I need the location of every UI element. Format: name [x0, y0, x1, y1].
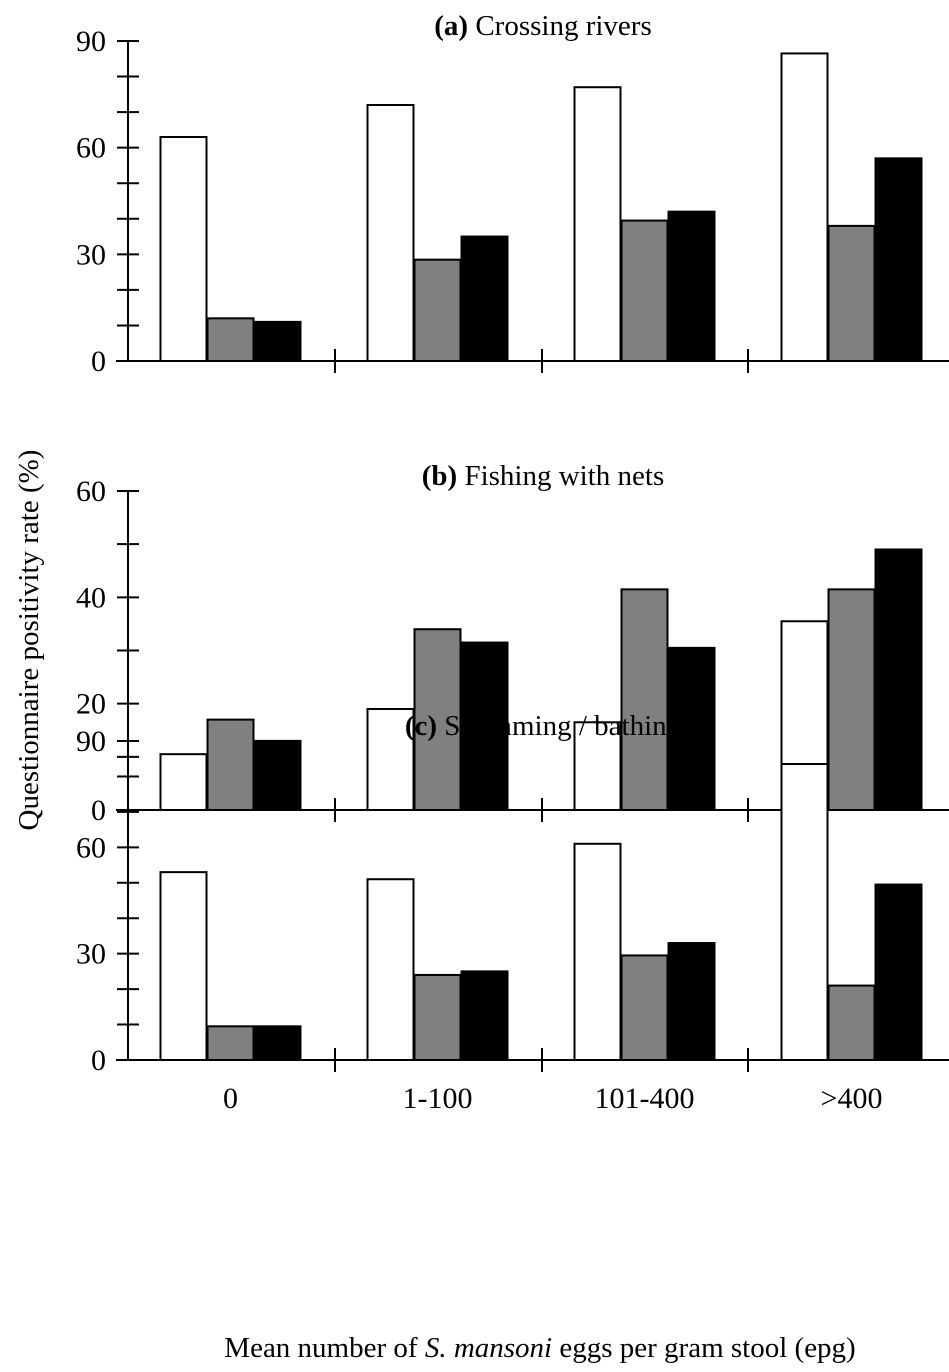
bar-series2-101-400: [620, 219, 669, 362]
x-axis-label: Mean number of S. mansoni eggs per gram …: [224, 1332, 855, 1364]
x-tick-label: 101-400: [595, 1082, 695, 1115]
bar-series2->400: [827, 224, 876, 362]
bar-series3-0: [253, 739, 302, 812]
bar-series3->400: [874, 883, 923, 1061]
y-axis-label: Questionnaire positivity rate (%): [13, 450, 45, 831]
bar-series2-0: [206, 317, 255, 363]
bar-series2-0: [206, 1025, 255, 1061]
bar-series2-1-100: [413, 973, 462, 1062]
chart-panels: 0 30 60 90 (a) Crossing rivers 0 20 40 60 (b) Fis…: [76, 10, 949, 1115]
bar-series3-1-100: [460, 235, 509, 362]
y-tick-label: 0: [91, 794, 106, 827]
bar-series1->400: [780, 52, 829, 362]
y-tick-label: 90: [76, 25, 106, 58]
panel-title-letter: (a): [434, 10, 468, 42]
y-tick-label: 0: [91, 1044, 106, 1077]
y-tick-label: 0: [91, 345, 106, 378]
y-tick-label: 20: [76, 688, 106, 721]
y-tick-label: 90: [76, 725, 106, 758]
panel-title: (b) Fishing with nets: [422, 460, 665, 492]
panel-title: (a) Crossing rivers: [434, 10, 652, 42]
bar-series1-101-400: [573, 842, 622, 1061]
bar-series2-101-400: [620, 954, 669, 1062]
bar-series2-0: [206, 718, 255, 811]
panel-title: (c) Swimming / bathing: [405, 710, 681, 742]
panel-c: 0 30 60 90 (c) Swimming / bathing 0 1-100 101-4…: [76, 710, 949, 1115]
bar-series1-0: [159, 871, 208, 1062]
y-tick-label: 60: [76, 132, 106, 165]
bar-series1->400: [780, 763, 829, 1061]
bar-series3-0: [253, 1025, 302, 1061]
bar-series1-1-100: [366, 878, 415, 1061]
bar-series1-0: [159, 753, 208, 811]
bar-series1-101-400: [573, 86, 622, 362]
x-axis-label-prefix: Mean number of: [224, 1332, 425, 1364]
bar-series1-101-400: [573, 721, 622, 812]
bar-series3-101-400: [667, 210, 716, 362]
bar-series3-0: [253, 320, 302, 362]
x-tick-label: >400: [821, 1082, 883, 1115]
bar-series3-101-400: [667, 942, 716, 1061]
bar-series2->400: [827, 588, 876, 811]
bar-series3->400: [874, 548, 923, 811]
bar-series1-1-100: [366, 104, 415, 362]
bar-series3->400: [874, 157, 923, 362]
x-axis-label-suffix: eggs per gram stool (epg): [552, 1332, 856, 1364]
y-tick-label: 30: [76, 238, 106, 271]
panel-title-text: Fishing with nets: [457, 460, 664, 492]
bar-series3-101-400: [667, 646, 716, 812]
x-tick-label: 1-100: [403, 1082, 473, 1115]
bar-series3-1-100: [460, 970, 509, 1062]
panel-title-text: Crossing rivers: [468, 10, 652, 42]
y-tick-label: 30: [76, 938, 106, 971]
x-tick-label: 0: [223, 1082, 238, 1115]
y-tick-label: 60: [76, 475, 106, 508]
panel-a: 0 30 60 90 (a) Crossing rivers: [76, 10, 949, 378]
bar-series3-1-100: [460, 641, 509, 812]
panel-title-letter: (b): [422, 460, 457, 492]
x-axis-label-species: S. mansoni: [425, 1332, 552, 1364]
panel-title-text: Swimming / bathing: [437, 710, 681, 742]
panel-title-letter: (c): [405, 710, 437, 742]
y-tick-label: 60: [76, 831, 106, 864]
y-tick-label: 40: [76, 581, 106, 614]
bar-series2-1-100: [413, 258, 462, 362]
bar-series2-101-400: [620, 588, 669, 811]
bar-series2->400: [827, 984, 876, 1061]
bar-series1-0: [159, 136, 208, 362]
